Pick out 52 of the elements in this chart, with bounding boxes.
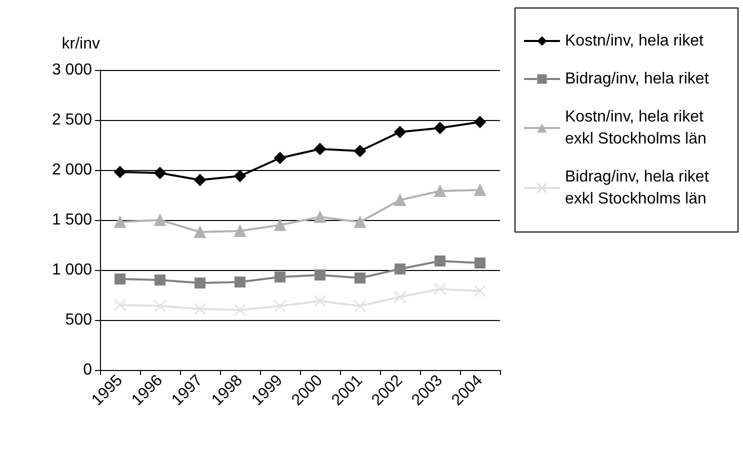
point [114, 298, 126, 312]
point [194, 174, 206, 186]
point [474, 284, 486, 298]
legend-label: Bidrag/inv, hela riket [565, 70, 710, 88]
point [354, 145, 366, 157]
point [274, 219, 286, 231]
point [314, 211, 326, 223]
point [394, 264, 406, 274]
y-tick-label: 3 000 [52, 62, 92, 78]
legend-label: Kostn/inv, hela riket exkl Stockholms län [565, 108, 708, 148]
point [234, 304, 246, 316]
legend-label: Bidrag/inv, hela riket exkl Stockholms län [565, 168, 714, 208]
point [234, 276, 246, 288]
point [314, 143, 326, 155]
y-tick-label: 1 500 [52, 212, 92, 228]
point [354, 300, 366, 312]
point [194, 226, 206, 238]
point [194, 278, 206, 288]
point [114, 274, 126, 284]
point [234, 225, 246, 237]
point [394, 290, 406, 304]
point [434, 122, 446, 134]
point [434, 185, 446, 197]
y-tick-label: 1 000 [52, 262, 92, 278]
point [154, 167, 166, 179]
point [234, 170, 246, 182]
point [194, 302, 206, 316]
y-axis-title: kr/inv [62, 36, 100, 52]
point [314, 270, 326, 280]
y-tick-label: 2 500 [52, 112, 92, 128]
point [274, 272, 286, 282]
y-tick-label: 500 [65, 312, 92, 328]
point [394, 194, 406, 206]
y-tick-label: 2 000 [52, 162, 92, 178]
point [274, 152, 286, 164]
point [354, 272, 366, 284]
point [154, 274, 166, 286]
point [474, 116, 486, 128]
legend-label: Kostn/inv, hela riket [565, 32, 704, 50]
point [434, 256, 446, 266]
point [314, 294, 326, 308]
point [154, 300, 166, 312]
point [354, 216, 366, 228]
point [154, 214, 166, 226]
y-tick-label: 0 [83, 362, 92, 378]
point [474, 258, 486, 268]
point [434, 282, 446, 296]
point [114, 166, 126, 178]
point [274, 300, 286, 312]
point [394, 126, 406, 138]
point [114, 216, 126, 228]
point [474, 184, 486, 196]
